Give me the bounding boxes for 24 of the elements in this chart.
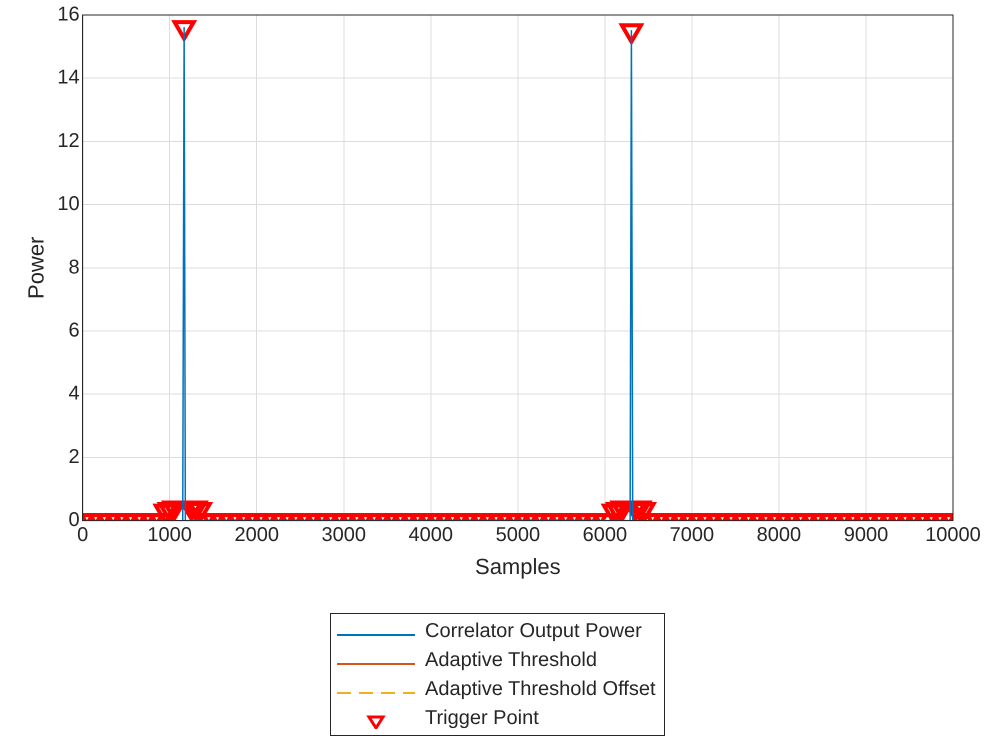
y-tick-label: 12 (57, 130, 80, 152)
y-tick-label: 2 (68, 446, 80, 468)
legend-label: Trigger Point (425, 707, 539, 730)
x-tick-label: 7000 (670, 524, 714, 546)
y-tick-label: 4 (68, 382, 80, 405)
y-tick-label: 16 (57, 4, 80, 26)
x-tick-label: 9000 (844, 524, 888, 546)
y-tick-label: 10 (57, 193, 80, 216)
x-tick-label: 4000 (408, 524, 454, 546)
legend-label: Adaptive Threshold Offset (425, 678, 656, 701)
x-tick-label: 10000 (925, 524, 981, 546)
x-tick-label: 8000 (756, 524, 802, 546)
legend-label: Correlator Output Power (425, 620, 642, 643)
x-axis-title: Samples (475, 554, 561, 579)
x-tick-label: 1000 (147, 524, 192, 546)
x-tick-label: 5000 (496, 524, 540, 546)
x-tick-label: 6000 (582, 524, 628, 546)
y-tick-label: 6 (68, 320, 80, 342)
x-tick-label: 2000 (234, 524, 279, 546)
y-axis-title: Power (23, 236, 48, 299)
x-tick-label: 3000 (322, 524, 366, 546)
y-tick-label: 14 (57, 66, 80, 89)
legend-label: Adaptive Threshold (425, 649, 597, 672)
y-tick-label: 8 (68, 256, 80, 278)
